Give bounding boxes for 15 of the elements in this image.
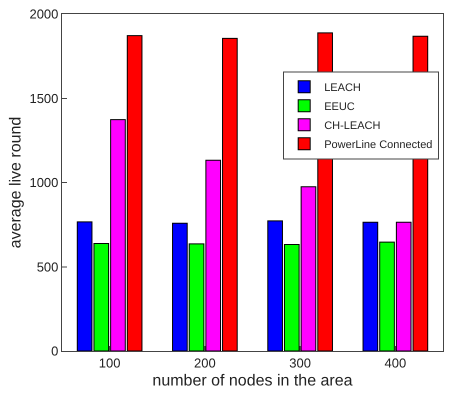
y-axis-title: average live round xyxy=(7,116,24,248)
x-tick-label: 100 xyxy=(98,356,120,371)
x-tick-label: 300 xyxy=(289,356,311,371)
y-tick-label: 1000 xyxy=(29,175,58,190)
x-tick-label: 200 xyxy=(194,356,216,371)
legend-label: EEUC xyxy=(324,101,355,114)
legend-label: PowerLine Connected xyxy=(324,139,432,152)
y-tick-label: 500 xyxy=(36,259,58,274)
x-tick-label: 400 xyxy=(384,356,406,371)
legend-label: CH-LEACH xyxy=(324,120,380,132)
y-tick-label: 2000 xyxy=(29,6,58,22)
y-tick-label: 0 xyxy=(51,344,58,359)
legend-label: LEACH xyxy=(324,82,361,94)
x-axis-title: number of nodes in the area xyxy=(152,372,353,390)
y-tick-label: 1500 xyxy=(29,90,58,106)
